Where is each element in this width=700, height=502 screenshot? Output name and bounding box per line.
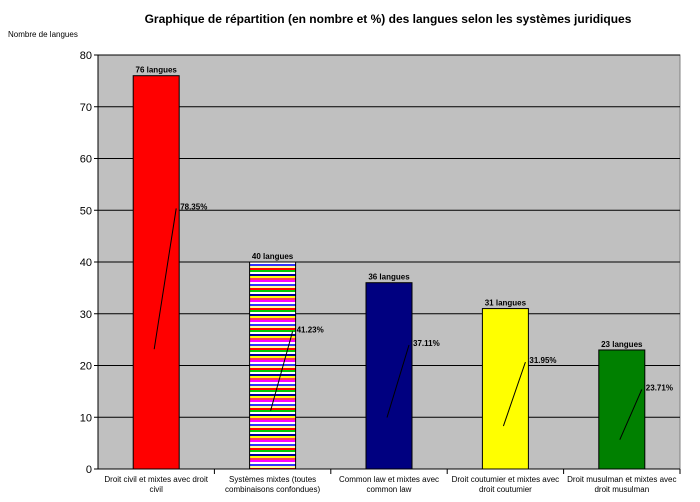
percent-leader-line bbox=[619, 389, 643, 440]
value-labels: 76 langues 40 langues 36 langues 31 langues… bbox=[136, 66, 644, 349]
y-tick-label: 20 bbox=[80, 361, 92, 373]
y-tick-label: 10 bbox=[80, 412, 92, 424]
bar bbox=[132, 75, 180, 470]
percent-label: 31.95% bbox=[529, 356, 556, 365]
x-category-label: common law bbox=[367, 485, 412, 494]
x-category-label: civil bbox=[150, 485, 164, 494]
x-category-label: Common law et mixtes avec bbox=[339, 475, 439, 484]
percent-label: 23.71% bbox=[646, 383, 673, 392]
percent-leader-lines bbox=[153, 208, 643, 440]
percent-leader-line bbox=[153, 208, 177, 350]
x-category-label: Droit musulman et mixtes avec bbox=[567, 475, 676, 484]
bar-value-label: 36 langues bbox=[368, 273, 410, 282]
percent-label: 37.11% bbox=[413, 339, 440, 348]
x-category-label: droit coutumier bbox=[479, 485, 532, 494]
percent-leader-line bbox=[502, 361, 526, 427]
percent-label: 78.35% bbox=[180, 202, 207, 211]
y-axis-label: Nombre de langues bbox=[8, 30, 78, 39]
x-category-label: Droit civil et mixtes avec droit bbox=[104, 475, 208, 484]
bar bbox=[481, 308, 529, 470]
x-category-label: Systèmes mixtes (toutes bbox=[229, 475, 316, 484]
y-tick-label: 80 bbox=[80, 50, 92, 62]
y-axis-ticks: 0 10 20 30 40 50 60 70 80 bbox=[80, 50, 98, 476]
gridlines bbox=[98, 54, 680, 418]
y-tick-label: 0 bbox=[86, 464, 92, 476]
bar bbox=[249, 261, 297, 470]
percent-leader-line bbox=[270, 331, 294, 411]
y-tick-label: 50 bbox=[80, 205, 92, 217]
y-tick-label: 60 bbox=[80, 154, 92, 166]
y-tick-label: 70 bbox=[80, 102, 92, 114]
y-tick-label: 40 bbox=[80, 257, 92, 269]
bar-value-label: 23 langues bbox=[601, 340, 643, 349]
y-tick-label: 30 bbox=[80, 309, 92, 321]
x-category-label: Droit coutumier et mixtes avec bbox=[452, 475, 560, 484]
bar bbox=[598, 349, 646, 470]
bar bbox=[365, 282, 413, 470]
bar-value-label: 76 langues bbox=[136, 66, 178, 75]
x-category-label: combinaisons confondues) bbox=[225, 485, 321, 494]
bars bbox=[132, 75, 646, 470]
percent-leader-line bbox=[386, 344, 410, 418]
percent-label: 41.23% bbox=[297, 325, 324, 334]
chart-title: Graphique de répartition (en nombre et %… bbox=[145, 12, 632, 26]
bar-value-label: 31 langues bbox=[485, 299, 527, 308]
percent-labels: 78.35% 41.23% 37.11% 31.95% 23.71% bbox=[180, 202, 673, 392]
x-category-label: droit musulman bbox=[594, 485, 649, 494]
bar-value-label: 40 langues bbox=[252, 252, 294, 261]
